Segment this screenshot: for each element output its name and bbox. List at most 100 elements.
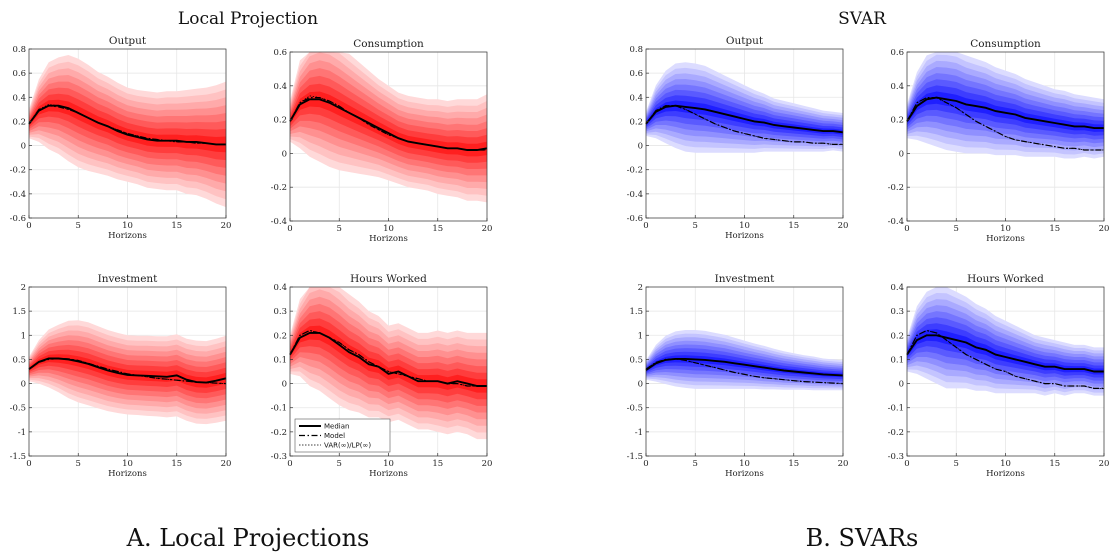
x-tick-label: 5: [693, 459, 698, 469]
x-tick-label: 15: [432, 459, 443, 469]
x-tick-label: 20: [1099, 224, 1109, 234]
x-tick-label: 5: [693, 221, 698, 231]
y-tick-label: 0: [282, 380, 287, 390]
panels: 0 5 10 15 20-0.6-0.4-0.200.20.40.60.8OutputH…: [10, 35, 1109, 479]
y-tick-label: 0.2: [273, 116, 287, 126]
median-line: [289, 98, 488, 151]
x-tick-label: 10: [1000, 224, 1011, 234]
y-tick-label: -0.2: [10, 166, 26, 176]
x-tick-label: 20: [838, 221, 849, 231]
y-tick-label: -1: [635, 428, 643, 438]
panel-title: Output: [726, 35, 764, 47]
x-axis-label: Horizons: [369, 234, 408, 244]
x-tick-label: 5: [954, 459, 959, 469]
y-tick-label: 0: [21, 142, 26, 152]
x-tick-label: 10: [122, 459, 133, 469]
x-tick-label: 10: [383, 224, 394, 234]
median-line: [906, 96, 1104, 130]
x-axis-label: Horizons: [986, 234, 1025, 244]
legend-median-label: Median: [324, 423, 349, 431]
y-tick-label: 0: [899, 149, 904, 159]
panel-a-hours-worked: 0 5 10 15 20 -0.3 -0.2 -0.1 0 0.1 0.2 0.3 0.4 Hours W…: [271, 273, 493, 479]
x-tick-label: 15: [171, 221, 182, 231]
y-tick-label: -0.1: [888, 404, 904, 414]
model-line: [645, 358, 844, 385]
panel-b-hours-worked: 0 5 10 15 20 -0.3 -0.2 -0.1 0 0.1 0.2 0.3 0.4 Hours W…: [888, 273, 1109, 479]
y-tick-label: 0.4: [890, 283, 904, 293]
x-axis-label: Horizons: [108, 231, 147, 241]
y-tick-label: 0: [638, 380, 643, 390]
y-tick-label: 1: [21, 331, 26, 341]
y-tick-label: -0.4: [627, 190, 643, 200]
y-tick-label: 0.6: [890, 48, 904, 58]
panel-title: Hours Worked: [350, 273, 427, 285]
x-axis-label: Horizons: [986, 469, 1025, 479]
y-tick-label: 0.5: [629, 355, 643, 365]
x-tick-label: 10: [1000, 459, 1011, 469]
model-line: [906, 97, 1104, 151]
y-tick-label: -0.3: [888, 452, 904, 462]
x-tick-label: 10: [383, 459, 394, 469]
y-tick-label: 0.1: [890, 355, 904, 365]
y-tick-label: 0: [899, 380, 904, 390]
y-tick-label: -0.2: [627, 166, 643, 176]
y-tick-label: -0.4: [888, 217, 904, 227]
x-tick-label: 0: [287, 224, 292, 234]
y-tick-label: -0.6: [10, 214, 26, 224]
y-tick-label: 0: [638, 142, 643, 152]
y-tick-label: 0.2: [629, 117, 643, 127]
x-tick-label: 15: [1049, 224, 1060, 234]
median-line: [645, 357, 844, 377]
y-tick-label: -1: [18, 428, 26, 438]
y-tick-label: -0.2: [271, 183, 287, 193]
credible-band: [29, 354, 226, 388]
y-tick-label: 1.5: [629, 307, 643, 317]
x-tick-label: 15: [1049, 459, 1060, 469]
panel-title: Investment: [715, 273, 776, 285]
y-tick-label: 2: [638, 283, 643, 293]
x-tick-label: 5: [76, 221, 81, 231]
y-tick-label: 0.4: [273, 283, 287, 293]
x-axis-label: Horizons: [725, 231, 764, 241]
y-tick-label: 0: [282, 149, 287, 159]
y-tick-label: -0.5: [627, 404, 643, 414]
x-tick-label: 0: [26, 459, 31, 469]
x-tick-label: 0: [287, 459, 292, 469]
panel-title: Hours Worked: [967, 273, 1044, 285]
x-axis-label: Horizons: [108, 469, 147, 479]
legend-model-label: Model: [324, 432, 345, 440]
x-tick-label: 0: [26, 221, 31, 231]
x-tick-label: 10: [739, 459, 750, 469]
panel-title: Output: [109, 35, 147, 47]
y-tick-label: 0: [21, 380, 26, 390]
median-line: [906, 334, 1104, 373]
y-tick-label: 0.2: [890, 331, 904, 341]
y-tick-label: 0.6: [273, 48, 287, 58]
panel-title: Consumption: [970, 38, 1041, 50]
left-heading: Local Projection: [178, 9, 318, 29]
x-tick-label: 15: [432, 224, 443, 234]
x-tick-label: 15: [788, 221, 799, 231]
x-tick-label: 0: [643, 221, 648, 231]
median-line: [28, 357, 227, 384]
right-heading: SVAR: [838, 9, 887, 29]
y-tick-label: 0.6: [629, 69, 643, 79]
x-tick-label: 0: [643, 459, 648, 469]
y-tick-label: -0.1: [271, 404, 287, 414]
y-tick-label: 0.4: [12, 93, 26, 103]
x-tick-label: 20: [221, 221, 232, 231]
y-tick-label: -0.2: [888, 428, 904, 438]
panel-a-output: 0 5 10 15 20 -0.6 -0.4 -0.2 0 0.2 0.4 0.6 0.8 Output H…: [10, 35, 232, 241]
median-line: [28, 104, 226, 146]
y-tick-label: -0.4: [10, 190, 26, 200]
x-tick-label: 20: [482, 224, 493, 234]
x-tick-label: 20: [221, 459, 232, 469]
x-tick-label: 5: [337, 459, 342, 469]
x-tick-label: 0: [904, 459, 909, 469]
x-tick-label: 5: [337, 224, 342, 234]
y-tick-label: 0.8: [629, 45, 643, 55]
x-axis-label: Horizons: [725, 469, 764, 479]
x-tick-label: 10: [739, 221, 750, 231]
y-tick-label: 0.3: [273, 307, 287, 317]
x-tick-label: 5: [76, 459, 81, 469]
